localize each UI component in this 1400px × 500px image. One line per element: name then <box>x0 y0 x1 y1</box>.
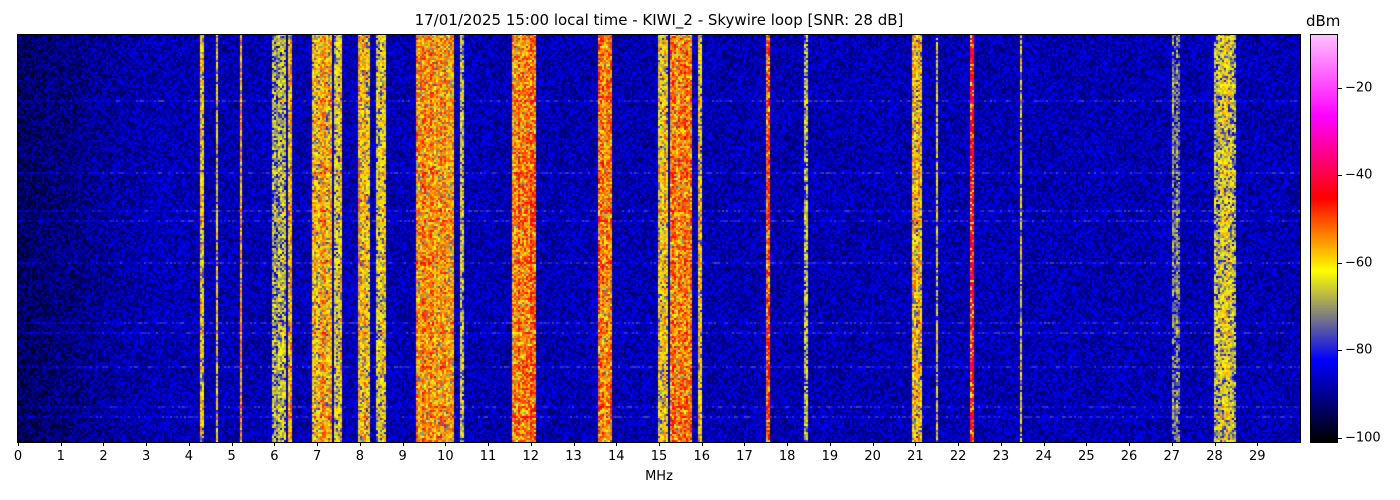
x-tick-label: 27 <box>1163 449 1181 464</box>
x-tick <box>573 442 575 446</box>
x-tick <box>103 442 105 446</box>
x-tick-label: 20 <box>864 449 881 464</box>
x-tick-label: 3 <box>142 449 151 464</box>
x-tick <box>616 442 618 446</box>
x-axis-label: MHz <box>645 469 673 484</box>
x-tick-label: 13 <box>565 449 582 464</box>
x-tick-label: 15 <box>650 449 668 464</box>
x-tick-label: 25 <box>1078 449 1095 464</box>
chart-title: 17/01/2025 15:00 local time - KIWI_2 - S… <box>414 11 904 29</box>
colorbar-tick-label: −20 <box>1345 80 1373 96</box>
x-tick <box>1043 442 1045 446</box>
x-tick <box>829 442 831 446</box>
x-tick-label: 6 <box>270 449 279 464</box>
x-tick-label: 0 <box>13 449 23 464</box>
x-tick-label: 5 <box>227 449 236 464</box>
x-tick-label: 23 <box>992 449 1010 464</box>
x-tick <box>872 442 874 446</box>
x-tick <box>146 442 148 446</box>
x-tick <box>18 442 19 446</box>
colorbar-tick <box>1338 350 1342 352</box>
x-tick-label: 17 <box>736 449 753 464</box>
x-tick <box>188 442 190 446</box>
x-tick <box>1214 442 1216 446</box>
x-tick-label: 2 <box>99 449 108 464</box>
x-tick <box>488 442 490 446</box>
x-tick-label: 4 <box>184 449 194 464</box>
x-tick <box>915 442 917 446</box>
x-tick <box>231 442 233 446</box>
x-tick <box>402 442 404 446</box>
colorbar-tick-label: −80 <box>1345 342 1373 358</box>
x-tick <box>359 442 361 446</box>
x-tick-label: 8 <box>355 449 364 464</box>
colorbar <box>1310 34 1338 443</box>
x-tick-label: 11 <box>479 449 497 464</box>
x-tick-label: 26 <box>1120 449 1138 464</box>
x-tick <box>701 442 703 446</box>
x-tick <box>274 442 276 446</box>
colorbar-tick <box>1338 262 1342 264</box>
x-tick-label: 9 <box>398 449 407 464</box>
x-tick <box>1086 442 1088 446</box>
x-tick-label: 19 <box>821 449 839 464</box>
x-tick <box>60 442 62 446</box>
x-tick <box>1129 442 1131 446</box>
colorbar-tick-label: −60 <box>1345 255 1373 271</box>
colorbar-tick-label: −100 <box>1345 430 1381 446</box>
x-tick <box>445 442 447 446</box>
x-tick <box>1257 442 1259 446</box>
x-tick-label: 28 <box>1206 449 1223 464</box>
colorbar-tick <box>1338 87 1342 89</box>
colorbar-tick <box>1338 437 1342 439</box>
x-axis: 0 1 2 3 4 5 6 7 8 9 10 11 12 13 14 15 16 17 18 19 20 21 22 23 24… <box>14 442 1300 472</box>
x-tick <box>1171 442 1173 446</box>
colorbar-tick <box>1338 175 1342 177</box>
x-tick <box>744 442 746 446</box>
x-tick-label: 7 <box>312 449 322 464</box>
spectrogram-plot-area[interactable] <box>17 34 1301 443</box>
x-tick-label: 21 <box>907 449 924 464</box>
x-tick-label: 1 <box>56 449 65 464</box>
x-tick <box>659 442 660 446</box>
x-tick-label: 10 <box>437 449 454 464</box>
x-tick <box>530 442 532 446</box>
x-tick-label: 14 <box>607 449 625 464</box>
spectrogram-heatmap <box>18 35 1300 442</box>
colorbar-unit-label: dBm <box>1306 12 1341 30</box>
colorbar-axis: −20 −40 −60 −80 −100 <box>1338 35 1398 446</box>
colorbar-tick-label: −40 <box>1345 167 1373 183</box>
x-tick <box>317 442 319 446</box>
x-tick-label: 18 <box>778 449 796 464</box>
x-tick <box>958 442 960 446</box>
x-tick-label: 24 <box>1035 449 1052 464</box>
x-tick <box>1000 442 1002 446</box>
x-tick <box>787 442 789 446</box>
x-tick-label: 22 <box>949 449 967 464</box>
x-tick-label: 29 <box>1248 449 1266 464</box>
x-tick-label: 12 <box>522 449 540 464</box>
x-tick-label: 16 <box>693 449 710 464</box>
